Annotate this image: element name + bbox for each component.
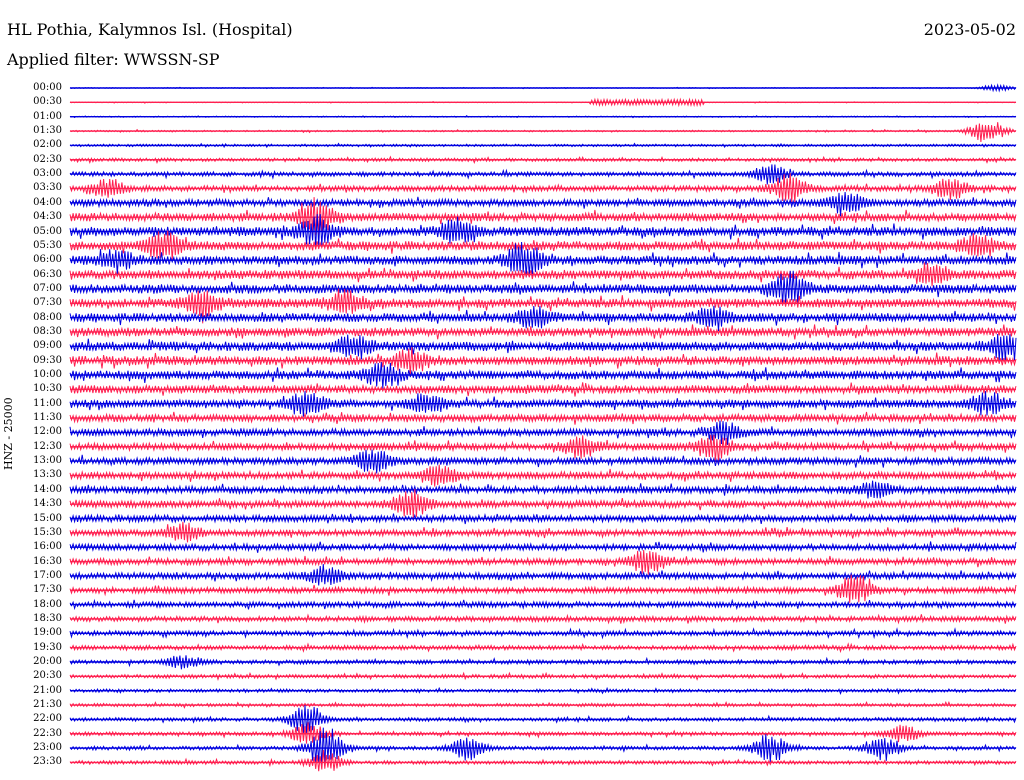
- time-tick-label: 11:00: [33, 397, 62, 409]
- time-tick-label: 02:00: [33, 139, 62, 151]
- time-tick-label: 03:00: [33, 168, 62, 180]
- time-tick-label: 12:00: [33, 426, 62, 438]
- time-tick-label: 22:30: [33, 727, 62, 739]
- time-tick-label: 09:30: [33, 354, 62, 366]
- time-tick-label: 07:00: [33, 282, 62, 294]
- time-tick-label: 01:00: [33, 110, 62, 122]
- time-tick-label: 05:00: [33, 225, 62, 237]
- time-tick-label: 07:30: [33, 297, 62, 309]
- time-tick-label: 19:30: [33, 641, 62, 653]
- time-tick-label: 08:00: [33, 311, 62, 323]
- time-tick-label: 05:30: [33, 239, 62, 251]
- time-tick-labels: 00:00 00:30 01:00 01:30 02:00 02:30 03:00 03:30…: [0, 0, 64, 780]
- trace-line: [69, 122, 1017, 142]
- time-tick-label: 00:00: [33, 82, 62, 93]
- time-tick-label: 17:00: [33, 569, 62, 581]
- time-tick-label: 08:30: [33, 325, 62, 337]
- date-label: 2023-05-02: [923, 20, 1016, 39]
- time-tick-label: 13:30: [33, 469, 62, 481]
- time-tick-label: 21:00: [33, 684, 62, 696]
- trace-line: [69, 722, 1017, 744]
- trace-line: [69, 347, 1017, 377]
- time-tick-label: 16:00: [33, 541, 62, 553]
- trace-line: [69, 382, 1017, 397]
- time-tick-label: 04:30: [33, 211, 62, 223]
- trace-line: [69, 574, 1017, 603]
- time-tick-label: 10:30: [33, 383, 62, 395]
- time-tick-label: 16:30: [33, 555, 62, 567]
- time-tick-label: 01:30: [33, 125, 62, 137]
- trace-line: [69, 192, 1017, 217]
- time-tick-label: 06:30: [33, 268, 62, 280]
- trace-line: [69, 521, 1017, 543]
- time-tick-label: 00:30: [33, 96, 62, 108]
- time-tick-label: 15:30: [33, 526, 62, 538]
- time-tick-label: 19:00: [33, 627, 62, 639]
- time-tick-label: 22:00: [33, 713, 62, 725]
- time-tick-label: 18:00: [33, 598, 62, 610]
- time-tick-label: 23:00: [33, 742, 62, 754]
- time-tick-label: 20:30: [33, 670, 62, 682]
- trace-line: [69, 305, 1017, 332]
- filter-label: Applied filter: WWSSN-SP: [7, 50, 220, 69]
- time-tick-label: 23:30: [33, 756, 62, 768]
- time-tick-label: 17:30: [33, 584, 62, 596]
- time-tick-label: 11:30: [33, 412, 62, 424]
- time-tick-label: 13:00: [33, 455, 62, 467]
- time-tick-label: 09:00: [33, 340, 62, 352]
- time-tick-label: 18:30: [33, 612, 62, 624]
- trace-line: [69, 564, 1017, 586]
- trace-line: [69, 549, 1017, 575]
- time-tick-label: 10:00: [33, 369, 62, 380]
- time-tick-label: 14:00: [33, 483, 62, 495]
- trace-line: [69, 324, 1017, 340]
- time-tick-label: 21:30: [33, 699, 62, 711]
- trace-line: [69, 391, 1017, 417]
- time-tick-label: 14:30: [33, 498, 62, 510]
- station-title: HL Pothia, Kalymnos Isl. (Hospital): [7, 20, 293, 39]
- trace-line: [69, 411, 1017, 425]
- trace-line: [69, 333, 1017, 362]
- time-tick-label: 03:30: [33, 182, 62, 194]
- time-tick-label: 06:00: [33, 254, 62, 266]
- trace-line: [69, 270, 1017, 306]
- time-tick-label: 15:00: [33, 512, 62, 524]
- time-tick-label: 20:00: [33, 656, 62, 667]
- time-tick-label: 04:00: [33, 196, 62, 208]
- time-tick-label: 02:30: [33, 153, 62, 165]
- time-tick-label: 12:30: [33, 440, 62, 452]
